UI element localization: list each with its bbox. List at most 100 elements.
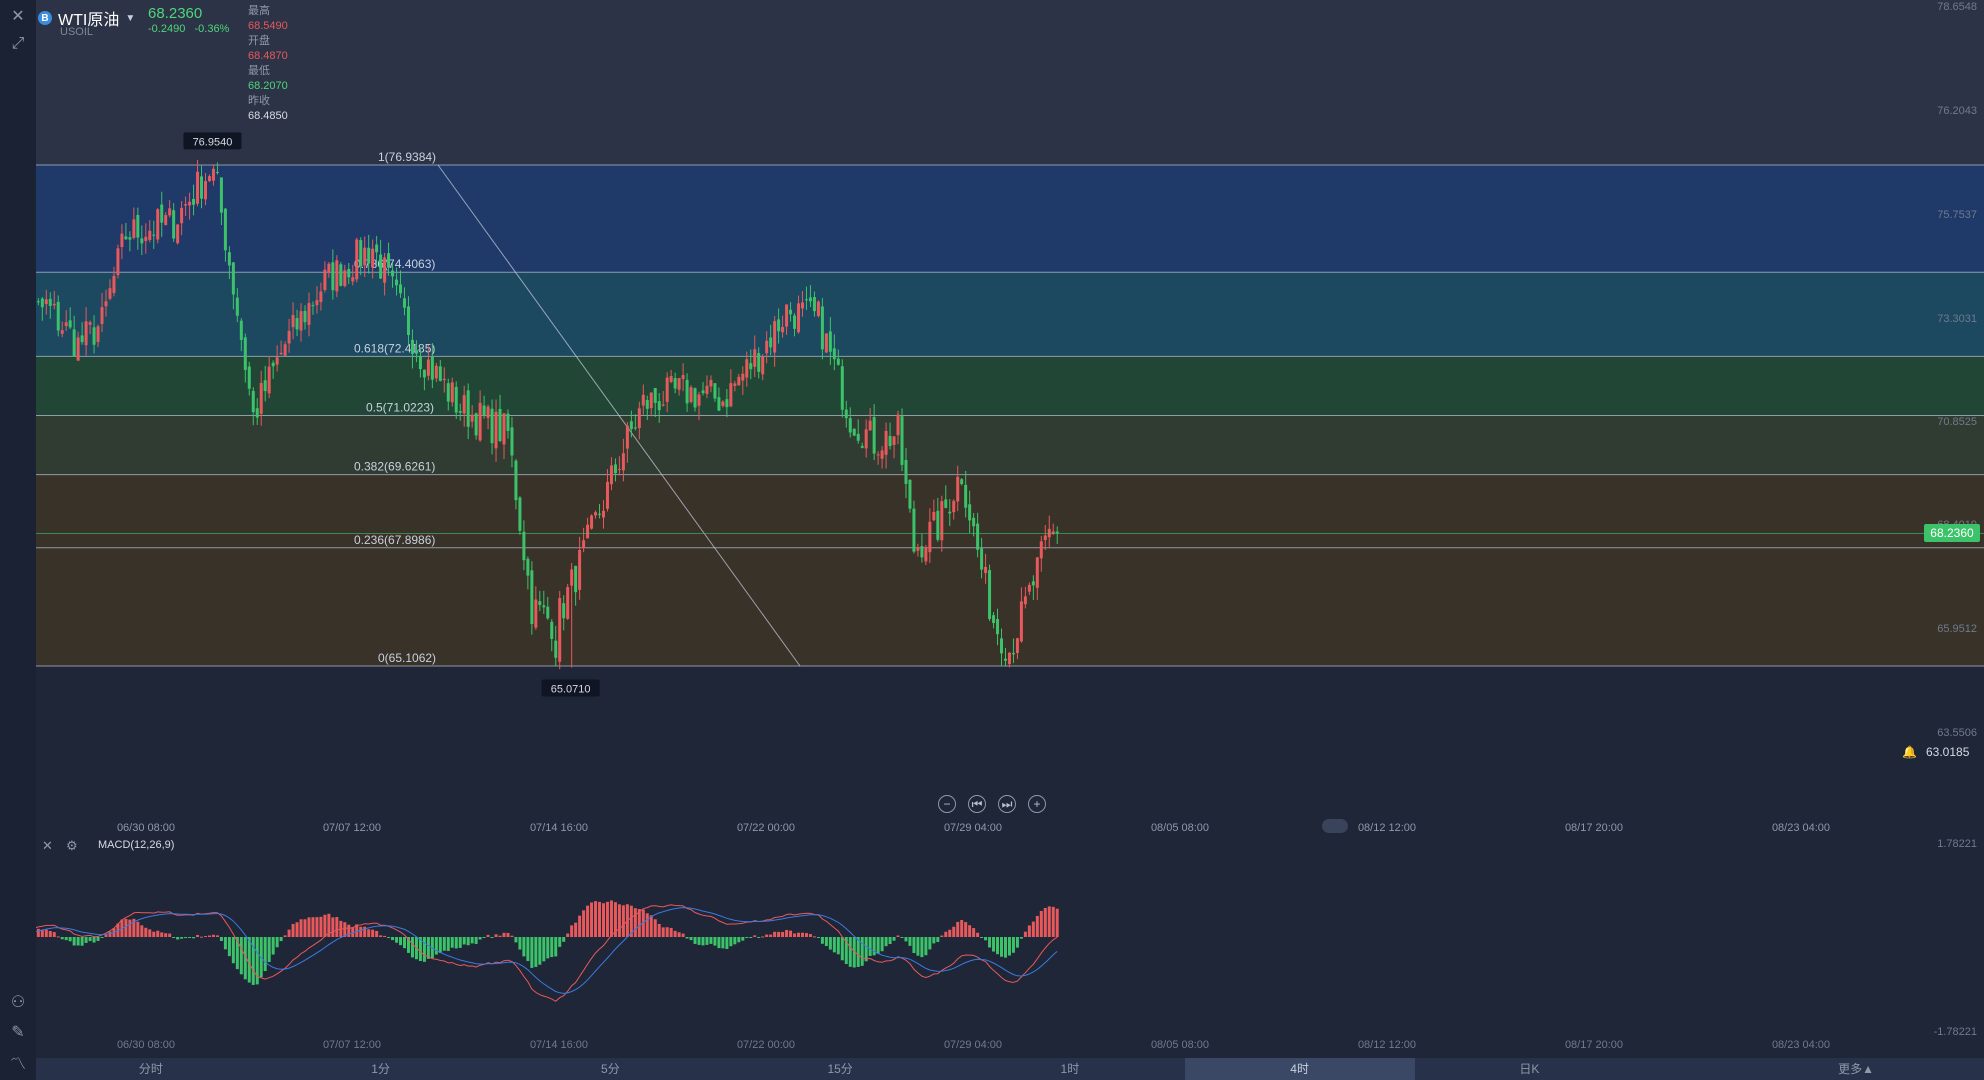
macd-bar: [211, 934, 215, 937]
candle-body: [1023, 596, 1027, 605]
candle-body: [701, 390, 705, 394]
macd-bar: [884, 937, 888, 947]
candle-body: [247, 366, 251, 389]
macd-bar: [271, 937, 275, 955]
macd-bar: [502, 932, 506, 937]
trend-icon[interactable]: 〽: [9, 1056, 26, 1073]
macd-time-tick: 08/12 12:00: [1358, 1039, 1416, 1051]
candle-body: [613, 464, 617, 474]
candle-body: [379, 254, 383, 279]
candle-body: [430, 356, 434, 380]
close-icon[interactable]: ✕: [11, 8, 25, 25]
macd-bar: [200, 936, 204, 938]
macd-bar: [446, 937, 450, 951]
macd-bar: [1031, 921, 1035, 937]
macd-bar: [403, 937, 406, 949]
macd-bar: [60, 937, 64, 940]
macd-close-icon[interactable]: ✕: [42, 838, 53, 853]
tab-15min[interactable]: 15分: [827, 1062, 853, 1076]
macd-title: MACD(12,26,9): [98, 839, 175, 851]
draw-line-icon[interactable]: ⤢: [11, 35, 25, 52]
macd-bar: [988, 937, 992, 948]
candle-body: [649, 392, 653, 409]
scroll-left-button[interactable]: ⏮: [968, 795, 986, 813]
macd-bar: [188, 937, 192, 938]
tab-4hour[interactable]: 4时: [1184, 1058, 1415, 1080]
candle-body: [514, 460, 518, 501]
macd-bar: [1055, 908, 1059, 937]
macd-bar: [804, 933, 808, 937]
candle-body: [904, 460, 908, 484]
macd-bar: [375, 930, 379, 937]
macd-bar: [335, 916, 339, 937]
candle-body: [832, 348, 836, 360]
candle-body: [454, 386, 458, 413]
macd-bar: [466, 937, 470, 946]
candle-body: [717, 397, 721, 411]
candle-body: [494, 411, 498, 449]
candle-body: [422, 369, 426, 378]
macd-settings-icon[interactable]: ⚙: [66, 838, 78, 853]
macd-bar: [287, 929, 291, 937]
candle-body: [391, 270, 395, 277]
tab-5min[interactable]: 5分: [601, 1062, 620, 1076]
pen-icon[interactable]: ✎: [11, 1024, 25, 1041]
macd-bar: [729, 937, 733, 947]
macd-bar: [582, 910, 586, 937]
tab-daily[interactable]: 日K: [1519, 1062, 1540, 1076]
candle-body: [812, 297, 816, 312]
tab-timeshare[interactable]: 分时: [138, 1062, 163, 1076]
fib-label: 0.236(67.8986): [354, 533, 435, 547]
price-tick: 78.6548: [1937, 1, 1977, 13]
macd-bar: [1023, 931, 1027, 937]
candle-body: [96, 326, 100, 343]
candle-body: [578, 550, 582, 590]
candle-body: [972, 517, 976, 527]
candle-body: [602, 510, 605, 518]
scroll-right-button[interactable]: ⏭: [998, 795, 1016, 813]
candle-body: [235, 297, 239, 316]
macd-bar: [176, 937, 180, 940]
indicator-icon[interactable]: ⚇: [10, 994, 26, 1011]
macd-bar: [379, 935, 383, 937]
macd-bar: [148, 929, 152, 937]
low-label: 最低: [248, 65, 270, 77]
candle-body: [526, 558, 530, 576]
candle-body: [542, 605, 546, 608]
prev-close-value: 68.4850: [248, 110, 288, 122]
candle-body: [251, 390, 255, 413]
macd-bar: [968, 925, 972, 937]
fib-zone-0-618: [0, 272, 1984, 357]
macd-bar: [574, 922, 578, 937]
zoom-out-button[interactable]: −: [938, 795, 956, 813]
candle-body: [470, 414, 474, 422]
zoom-in-button[interactable]: +: [1028, 795, 1046, 813]
macd-bar: [363, 926, 367, 937]
candle-body: [824, 333, 828, 353]
macd-bar: [745, 937, 749, 938]
candle-body: [88, 322, 92, 325]
macd-bar: [944, 931, 948, 937]
candle-body: [136, 214, 140, 238]
tab-1hour[interactable]: 1时: [1060, 1062, 1080, 1076]
macd-bar: [566, 933, 570, 937]
macd-bar: [538, 937, 542, 965]
candle-body: [872, 417, 876, 454]
macd-bar: [960, 920, 964, 937]
candle-body: [1035, 557, 1039, 588]
bell-icon[interactable]: 🔔: [1902, 745, 1917, 759]
macd-bar: [395, 937, 399, 943]
candle-body: [160, 204, 164, 223]
change-value: -0.2490: [148, 23, 186, 35]
candle-body: [534, 599, 538, 628]
tab-more[interactable]: 更多▲: [1838, 1062, 1874, 1076]
macd-bar: [1051, 906, 1055, 937]
candle-body: [271, 362, 275, 367]
fib-label: 0.5(71.0223): [366, 401, 434, 415]
macd-bar: [741, 937, 745, 941]
candle-body: [506, 413, 510, 431]
symbol-selector[interactable]: B WTI原油 ▼: [38, 6, 135, 30]
tab-1min[interactable]: 1分: [371, 1062, 390, 1076]
macd-bar: [418, 937, 422, 962]
